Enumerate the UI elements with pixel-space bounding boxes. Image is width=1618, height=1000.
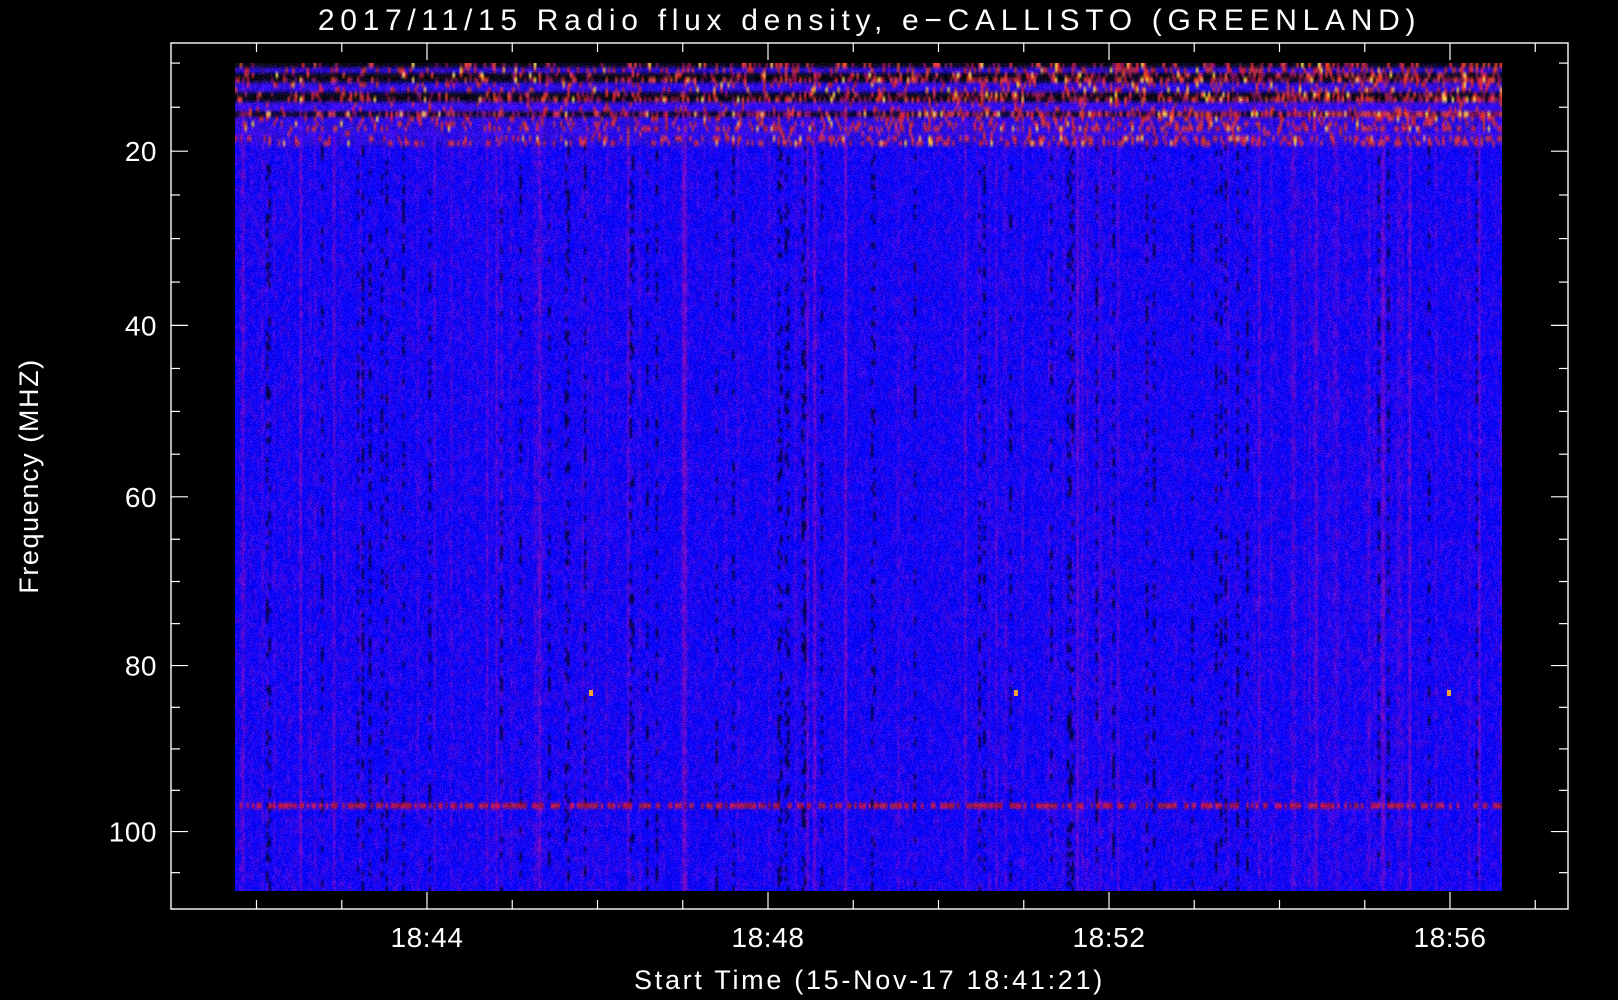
svg-text:18:52: 18:52 <box>1072 922 1145 953</box>
svg-text:20: 20 <box>125 136 157 167</box>
svg-text:18:44: 18:44 <box>390 922 463 953</box>
svg-text:Frequency (MHZ): Frequency (MHZ) <box>14 358 44 594</box>
svg-text:18:56: 18:56 <box>1413 922 1486 953</box>
svg-text:Start Time (15-Nov-17 18:41:21: Start Time (15-Nov-17 18:41:21) <box>634 965 1105 995</box>
svg-text:2017/11/15 Radio flux density: 2017/11/15 Radio flux density, e−CALLIST… <box>318 4 1421 37</box>
svg-text:40: 40 <box>125 310 157 341</box>
svg-text:18:48: 18:48 <box>731 922 804 953</box>
svg-text:60: 60 <box>125 482 157 513</box>
svg-text:100: 100 <box>109 817 157 848</box>
svg-text:80: 80 <box>125 651 157 682</box>
